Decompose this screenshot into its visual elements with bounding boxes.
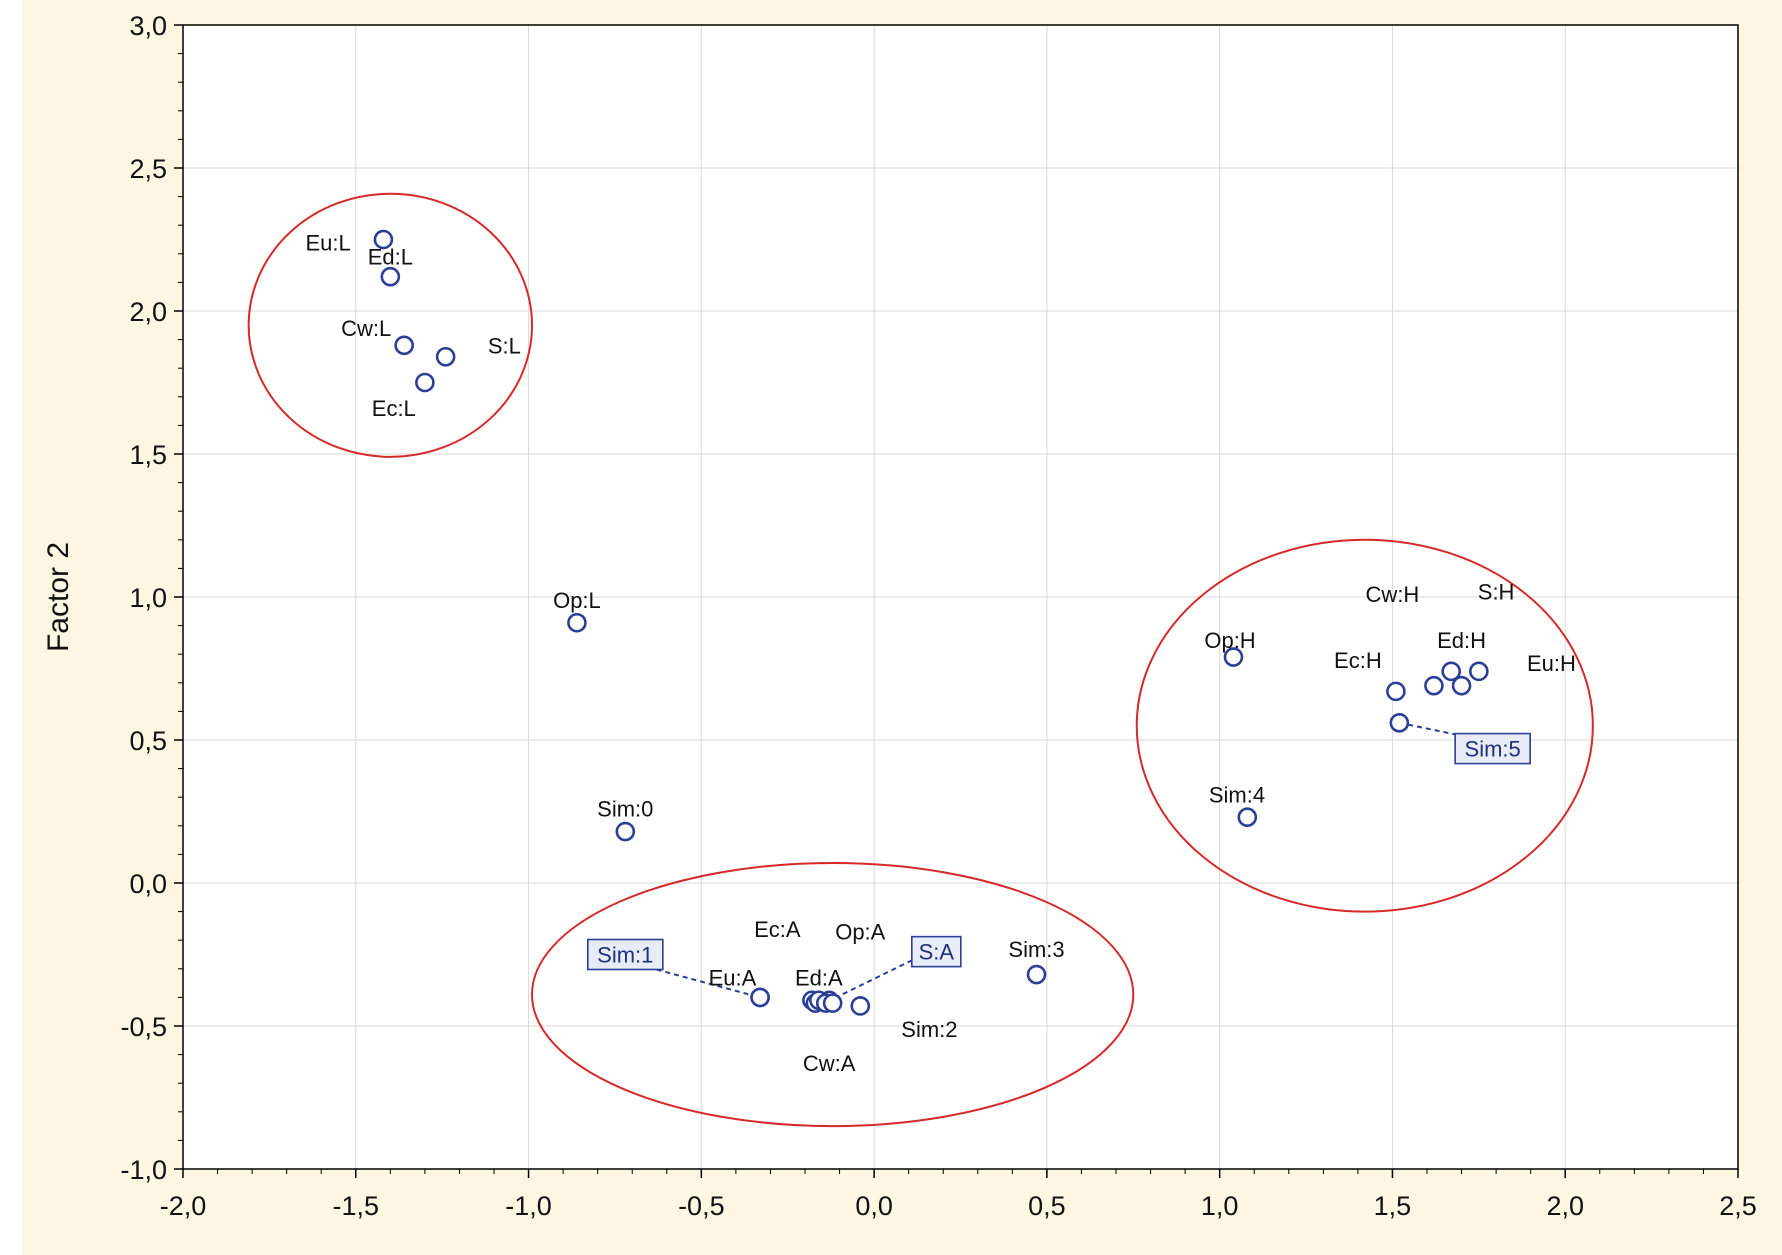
- x-tick-label: 0,0: [855, 1191, 893, 1221]
- y-tick-label: 3,0: [129, 11, 167, 41]
- data-point: [1237, 807, 1258, 828]
- y-tick-label: 1,0: [129, 583, 167, 613]
- point-label-boxed: S:A: [919, 940, 955, 965]
- x-tick-label: 1,5: [1374, 1191, 1412, 1221]
- point-label-boxed: Sim:5: [1465, 737, 1521, 762]
- data-point: [435, 346, 456, 367]
- cluster-ellipses: [247, 192, 1594, 1128]
- point-labels: Eu:L Ed:L Cw:L S:L Ec:L Op:L Sim:0 Ec:A Op:A Sim:…: [306, 230, 1576, 1076]
- x-tick-label: 2,5: [1719, 1191, 1757, 1221]
- data-point: [1469, 661, 1489, 682]
- point-label: Sim:3: [1008, 937, 1064, 962]
- y-tick-label: 1,5: [129, 440, 167, 470]
- data-point: [1223, 647, 1244, 667]
- point-label: Op:L: [553, 588, 601, 613]
- data-point: [1026, 964, 1047, 985]
- data-point: [615, 821, 636, 842]
- data-point: [415, 372, 435, 393]
- cluster-ellipse: [1135, 538, 1594, 913]
- y-tick-label: -0,5: [120, 1012, 167, 1042]
- point-label: Ec:L: [372, 396, 416, 421]
- point-label: Ed:L: [368, 245, 413, 270]
- point-label: Ed:H: [1437, 628, 1486, 653]
- x-tick-label: -0,5: [678, 1191, 725, 1221]
- x-tick-label: 2,0: [1546, 1191, 1584, 1221]
- point-label: Sim:4: [1209, 782, 1265, 807]
- point-label: Op:A: [835, 920, 885, 945]
- point-label: S:H: [1478, 579, 1515, 604]
- y-axis-ticks: 3,0 2,5 2,0 1,5 1,0 0,5 0,0 -0,5 -1,0: [120, 11, 183, 1185]
- label-box: [1454, 732, 1531, 765]
- point-label: Eu:H: [1527, 651, 1576, 676]
- data-point: [1441, 661, 1461, 682]
- data-point: [373, 229, 394, 250]
- y-tick-label: 0,5: [129, 726, 167, 756]
- data-point: [750, 987, 770, 1008]
- x-axis-ticks: -2,0 -1,5 -1,0 -0,5 0,0 0,5 1,0 1,5 2,0 2,5: [160, 1169, 1757, 1221]
- point-label: Ec:A: [754, 917, 801, 942]
- leader-line: [621, 959, 761, 999]
- y-axis-title: Factor 2: [42, 542, 75, 652]
- point-label: Ec:H: [1334, 648, 1382, 673]
- y-tick-label: 0,0: [129, 869, 167, 899]
- point-label: Sim:0: [597, 797, 653, 822]
- data-point: [1389, 713, 1410, 733]
- x-tick-label: -2,0: [160, 1191, 207, 1221]
- point-label: Ed:A: [795, 965, 843, 990]
- data-point: [567, 612, 587, 633]
- point-label: Sim:2: [901, 1017, 957, 1042]
- x-tick-label: 1,0: [1201, 1191, 1239, 1221]
- label-box: [911, 935, 962, 968]
- y-tick-label: -1,0: [120, 1155, 167, 1185]
- point-label: Eu:L: [306, 230, 351, 255]
- data-point: [850, 996, 871, 1016]
- data-point: [1424, 675, 1444, 696]
- x-tick-label: -1,0: [505, 1191, 552, 1221]
- point-label: S:L: [488, 333, 521, 358]
- x-tick-label: -1,5: [333, 1191, 380, 1221]
- point-label: Eu:A: [709, 965, 757, 990]
- y-tick-label: 2,0: [129, 297, 167, 327]
- cluster-ellipse: [247, 192, 534, 458]
- point-label-boxed: Sim:1: [597, 943, 653, 968]
- data-points: [373, 229, 1489, 1016]
- point-label: Op:H: [1204, 628, 1255, 653]
- point-label: Cw:L: [341, 316, 391, 341]
- data-point: [1451, 675, 1472, 696]
- data-point: [394, 335, 414, 356]
- y-tick-label: 2,5: [129, 154, 167, 184]
- data-point: [380, 266, 401, 287]
- data-point: [822, 993, 843, 1013]
- point-label: Cw:H: [1366, 582, 1420, 607]
- point-label: Cw:A: [803, 1051, 856, 1076]
- x-tick-label: 0,5: [1028, 1191, 1066, 1221]
- cluster-ellipse: [531, 861, 1135, 1128]
- label-box: [587, 938, 664, 971]
- data-point: [1386, 681, 1406, 702]
